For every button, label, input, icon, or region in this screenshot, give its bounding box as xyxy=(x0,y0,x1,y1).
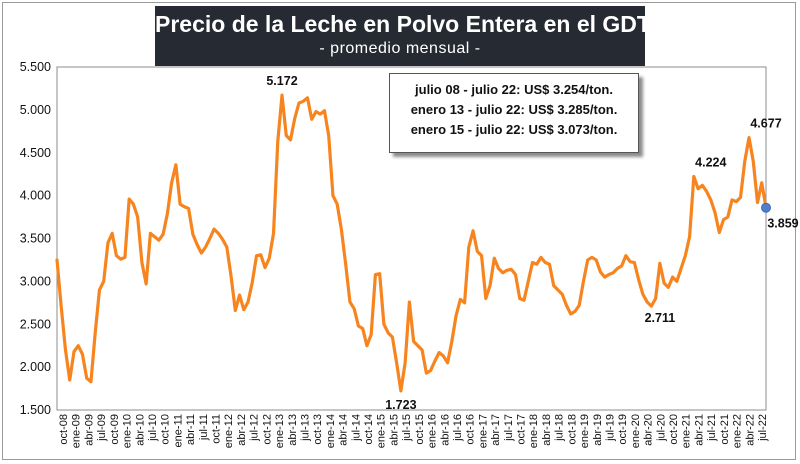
x-tick-label: ene-22 xyxy=(732,414,744,448)
plot-area xyxy=(56,66,767,411)
x-tick-label: jul-21 xyxy=(706,414,718,442)
x-tick-label: abr-15 xyxy=(388,414,400,446)
x-tick-label: jul-17 xyxy=(503,414,515,442)
x-tick-label: jul-19 xyxy=(604,414,616,442)
y-tick-label: 4.500 xyxy=(20,146,51,160)
last-point-marker xyxy=(761,202,771,213)
y-tick-label: 4.000 xyxy=(20,189,51,203)
data-label: 4.677 xyxy=(750,117,781,131)
x-tick-label: abr-14 xyxy=(338,414,350,446)
y-tick-label: 3.000 xyxy=(20,274,51,288)
x-tick-label: oct-19 xyxy=(617,414,629,445)
x-tick-label: ene-20 xyxy=(630,414,642,448)
x-tick-label: jul-12 xyxy=(249,414,261,442)
x-tick-label: oct-09 xyxy=(109,414,121,445)
data-label: 4.224 xyxy=(695,155,726,169)
x-tick-label: jul-13 xyxy=(299,414,311,442)
plot-border xyxy=(56,66,767,411)
y-axis: 1.500 2.000 2.500 3.000 3.500 4.000 4.500 5.000… xyxy=(20,60,51,417)
x-tick-label: ene-14 xyxy=(325,414,337,448)
x-tick-label: oct-10 xyxy=(160,414,172,445)
x-tick-label: ene-11 xyxy=(172,414,184,447)
x-tick-label: jul-10 xyxy=(147,414,159,442)
data-labels: 5.172 1.723 2.711 4.224 4.677 3.859 xyxy=(266,74,798,412)
y-tick-label: 3.500 xyxy=(20,232,51,246)
x-tick-label: oct-20 xyxy=(668,414,680,445)
x-tick-label: ene-13 xyxy=(274,414,286,448)
average-2013-2022: enero 13 - julio 22: US$ 3.285/ton. xyxy=(410,102,618,117)
x-tick-label: oct-14 xyxy=(363,414,375,445)
x-tick-label: jul-16 xyxy=(452,414,464,442)
y-tick-label: 2.500 xyxy=(20,317,51,331)
x-axis: oct-08 ene-09 abr-09 jul-09 oct-09 ene-10 abr-… xyxy=(58,414,769,448)
x-tick-label: abr-11 xyxy=(185,414,197,445)
x-tick-label: jul-18 xyxy=(554,414,566,442)
average-2008-2022: julio 08 - julio 22: US$ 3.254/ton. xyxy=(415,82,613,97)
x-tick-label: ene-18 xyxy=(528,414,540,448)
x-tick-label: jul-15 xyxy=(401,414,413,442)
y-tick-label: 5.500 xyxy=(20,60,51,74)
x-tick-label: abr-13 xyxy=(287,414,299,446)
x-tick-label: abr-16 xyxy=(439,414,451,446)
x-tick-label: jul-09 xyxy=(96,414,108,442)
x-tick-label: ene-16 xyxy=(427,414,439,448)
chart-title: Precio de la Leche en Polvo Entera en el… xyxy=(155,11,651,37)
x-tick-label: abr-18 xyxy=(541,414,553,446)
y-tick-label: 1.500 xyxy=(20,403,51,417)
x-tick-label: jul-14 xyxy=(350,414,362,442)
x-tick-label: oct-16 xyxy=(465,414,477,445)
x-tick-label: ene-15 xyxy=(376,414,388,448)
averages-info-box: julio 08 - julio 22: US$ 3.254/ton. ener… xyxy=(389,73,639,153)
x-tick-label: ene-09 xyxy=(71,414,83,448)
x-tick-label: jul-11 xyxy=(198,414,210,441)
data-label: 1.723 xyxy=(385,398,416,412)
series-layer xyxy=(55,93,771,393)
x-tick-label: oct-15 xyxy=(414,414,426,445)
x-tick-label: oct-12 xyxy=(261,414,273,445)
average-2015-2022: enero 15 - julio 22: US$ 3.073/ton. xyxy=(410,122,618,137)
x-tick-label: oct-18 xyxy=(566,414,578,445)
x-tick-label: ene-10 xyxy=(122,414,134,448)
x-tick-label: ene-21 xyxy=(681,414,693,448)
x-tick-label: ene-19 xyxy=(579,414,591,448)
x-tick-label: oct-17 xyxy=(516,414,528,445)
x-tick-label: ene-17 xyxy=(477,414,489,448)
data-label: 2.711 xyxy=(645,311,676,325)
x-tick-label: jul-20 xyxy=(655,414,667,442)
chart-subtitle: - promedio mensual - xyxy=(319,40,481,57)
x-tick-label: ene-12 xyxy=(223,414,235,448)
x-tick-label: oct-21 xyxy=(719,414,731,445)
x-tick-label: oct-08 xyxy=(58,414,70,445)
data-label: 3.859 xyxy=(767,217,798,231)
x-tick-label: abr-20 xyxy=(643,414,655,446)
x-tick-label: abr-17 xyxy=(490,414,502,446)
data-label: 5.172 xyxy=(266,74,297,88)
x-tick-label: abr-10 xyxy=(134,414,146,446)
x-tick-label: oct-13 xyxy=(312,414,324,445)
x-tick-label: abr-09 xyxy=(83,414,95,446)
y-tick-label: 5.000 xyxy=(20,103,51,117)
x-tick-label: abr-19 xyxy=(592,414,604,446)
y-tick-label: 2.000 xyxy=(20,360,51,374)
x-tick-label: abr-12 xyxy=(236,414,248,446)
x-tick-label: oct-11 xyxy=(211,414,223,444)
title-banner: Precio de la Leche en Polvo Entera en el… xyxy=(155,6,651,66)
x-tick-label: jul-22 xyxy=(757,414,769,442)
series-line xyxy=(55,93,768,393)
x-tick-label: abr-21 xyxy=(693,414,705,446)
x-tick-label: abr-22 xyxy=(744,414,756,446)
